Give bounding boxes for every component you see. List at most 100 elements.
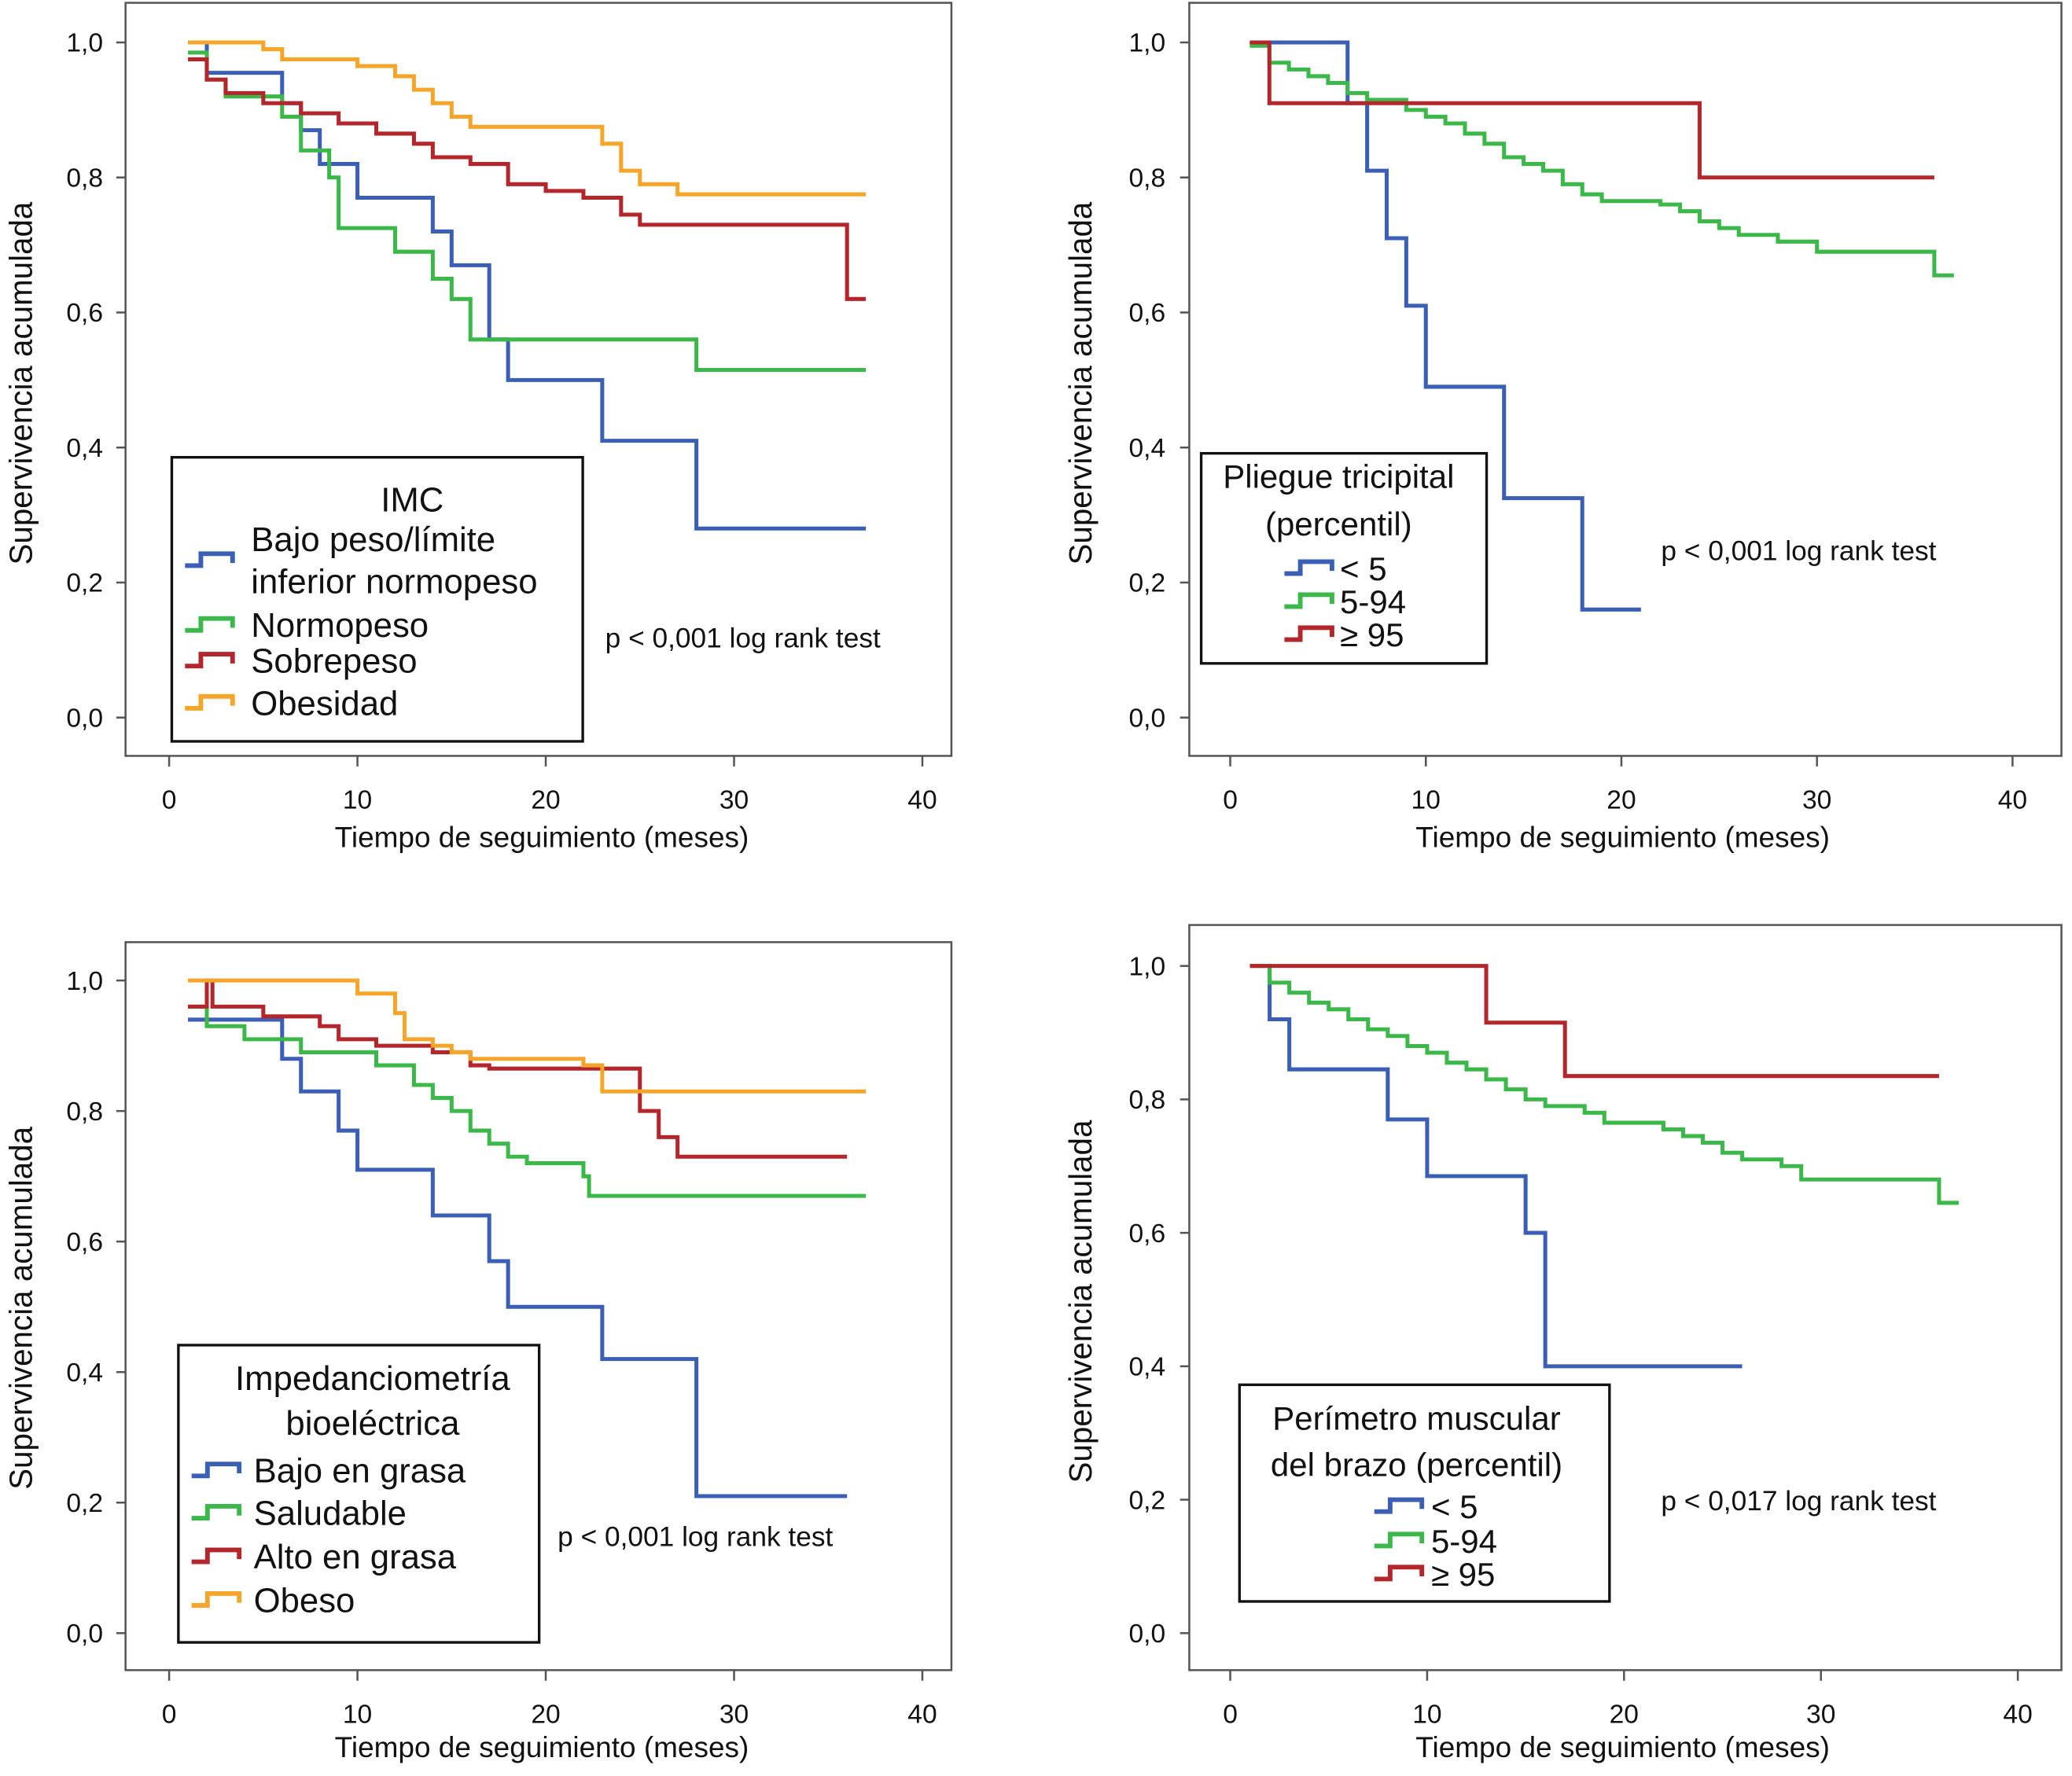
y-tick-label: 0,0: [1128, 704, 1165, 733]
legend-swatch-red: [191, 1547, 242, 1565]
legend-label: < 5: [1431, 1488, 1478, 1525]
legend-swatch-blue: [185, 551, 235, 568]
y-axis-label: Supervivencia acumulada: [1062, 1120, 1099, 1483]
legend-box: [1199, 451, 1489, 665]
y-tick-label: 0,6: [66, 299, 103, 328]
p-value-annotation: p < 0,001 log rank test: [558, 1521, 833, 1552]
legend: Perímetro muscular del brazo (percentil) <…: [1238, 1383, 1611, 1603]
legend-label: Obeso: [254, 1581, 355, 1620]
x-axis-label: Tiempo de seguimiento (meses): [335, 821, 749, 853]
survival-curve-red: [188, 978, 848, 1159]
legend-title: del brazo (percentil): [1271, 1446, 1562, 1483]
y-tick-label: 1,0: [1128, 29, 1165, 58]
p-value-annotation: p < 0,001 log rank test: [605, 623, 881, 654]
km-panel-2: 0,0 0,2 0,4 0,6 0,8 1,0 0 10 20 30 40 Tiempo de seg…: [1062, 2, 2063, 853]
legend-swatch-red: [1374, 1565, 1425, 1582]
y-tick-label: 0,0: [66, 1620, 103, 1649]
legend-label: Alto en grasa: [254, 1538, 457, 1576]
y-tick-label: 0,6: [66, 1228, 103, 1257]
x-tick-label: 30: [719, 786, 749, 815]
y-axis-label: Supervivencia acumulada: [2, 1126, 39, 1489]
legend-title: (percentil): [1265, 506, 1412, 542]
survival-curve-blue: [188, 1017, 848, 1498]
legend-label: 5-94: [1340, 583, 1406, 620]
legend-swatch-red: [1284, 625, 1334, 642]
y-tick-label: 0,4: [1128, 1353, 1165, 1382]
legend-title: Pliegue tricipital: [1223, 458, 1454, 495]
y-tick-label: 1,0: [66, 967, 103, 996]
survival-curve-green: [188, 50, 867, 372]
survival-curve-orange: [188, 40, 867, 197]
legend-label: Saludable: [254, 1494, 407, 1532]
legend-label: Obesidad: [251, 684, 398, 723]
x-tick-label: 20: [531, 1701, 560, 1730]
survival-curve-orange: [188, 978, 867, 1094]
x-tick-label: 0: [1223, 1701, 1238, 1730]
x-tick-label: 30: [1802, 786, 1831, 815]
y-tick-label: 0,8: [1128, 1086, 1165, 1115]
x-tick-label: 40: [907, 786, 937, 815]
survival-curve-green: [188, 1004, 867, 1198]
y-tick-label: 0,2: [1128, 569, 1165, 598]
legend-swatch-green: [191, 1504, 242, 1521]
y-axis-label: Supervivencia acumulada: [1062, 201, 1099, 564]
x-tick-label: 10: [1412, 1701, 1441, 1730]
legend-box: [170, 455, 584, 743]
plot-frame: [1188, 2, 2063, 757]
legend-title: bioeléctrica: [285, 1404, 460, 1443]
y-tick-label: 0,4: [1128, 434, 1165, 463]
legend-swatch-orange: [191, 1590, 242, 1608]
survival-curve-red: [1249, 40, 1934, 180]
legend-swatch-orange: [185, 693, 235, 711]
legend-label: 5-94: [1431, 1523, 1497, 1560]
legend-swatch-green: [1284, 592, 1334, 609]
p-value-annotation: p < 0,017 log rank test: [1661, 1486, 1936, 1517]
y-tick-label: 0,0: [1128, 1620, 1165, 1649]
legend-title: Impedanciometría: [235, 1359, 510, 1398]
x-tick-label: 10: [1411, 786, 1441, 815]
x-tick-label: 10: [343, 786, 372, 815]
survival-curve-red: [1249, 964, 1939, 1079]
x-tick-label: 30: [719, 1701, 749, 1730]
x-axis-label: Tiempo de seguimiento (meses): [1415, 821, 1830, 853]
legend-label: Normopeso: [251, 606, 429, 645]
y-tick-label: 0,8: [66, 164, 103, 193]
y-tick-label: 0,8: [1128, 164, 1165, 193]
legend: Pliegue tricipital (percentil) < 55-94≥ 95: [1199, 451, 1489, 665]
legend-label: ≥ 95: [1431, 1556, 1495, 1593]
legend: Impedanciometría bioeléctrica Bajo en gras…: [177, 1344, 541, 1644]
y-tick-label: 0,4: [66, 434, 103, 463]
y-tick-label: 0,4: [66, 1359, 103, 1388]
legend-label: < 5: [1340, 550, 1387, 587]
y-tick-label: 0,2: [66, 1489, 103, 1518]
legend-box: [1238, 1383, 1611, 1603]
y-tick-label: 0,6: [1128, 1219, 1165, 1248]
survival-curve-green: [1249, 964, 1959, 1205]
legend-label: Sobrepeso: [251, 642, 417, 681]
p-value-annotation: p < 0,001 log rank test: [1661, 536, 1936, 567]
y-tick-label: 0,0: [66, 704, 103, 733]
legend-swatch-green: [185, 616, 235, 633]
legend-label: ≥ 95: [1340, 616, 1404, 653]
x-tick-label: 10: [343, 1701, 372, 1730]
plot-frame: [1188, 924, 2063, 1671]
x-tick-label: 20: [1606, 786, 1636, 815]
x-tick-label: 40: [907, 1701, 937, 1730]
x-tick-label: 0: [162, 786, 177, 815]
legend-label: Bajo en grasa: [254, 1452, 466, 1491]
x-tick-label: 0: [162, 1701, 177, 1730]
x-tick-label: 20: [531, 786, 560, 815]
plot-frame: [124, 941, 953, 1671]
survival-curve-blue: [1249, 964, 1743, 1369]
legend-label: Bajo peso/límite inferior normopeso: [251, 520, 537, 601]
y-tick-label: 0,8: [66, 1098, 103, 1127]
y-tick-label: 1,0: [66, 29, 103, 58]
x-tick-label: 20: [1610, 1701, 1639, 1730]
y-axis-label: Supervivencia acumulada: [2, 201, 39, 564]
km-panel-3: 0,0 0,2 0,4 0,6 0,8 1,0 0 10 20 30 40 Tiempo de seg…: [2, 941, 953, 1763]
y-tick-label: 1,0: [1128, 952, 1165, 981]
x-tick-label: 40: [1998, 786, 2027, 815]
x-tick-label: 30: [1806, 1701, 1835, 1730]
